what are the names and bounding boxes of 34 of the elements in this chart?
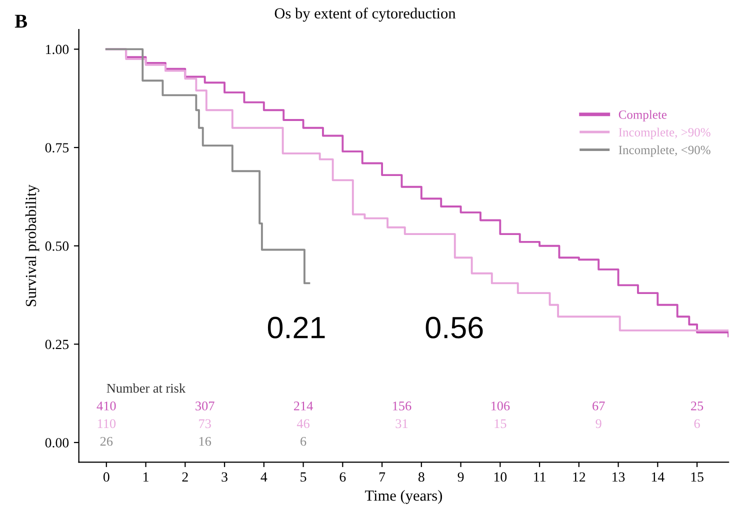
x-tick-label: 8 xyxy=(418,472,424,482)
legend-label: Complete xyxy=(618,110,667,122)
y-tick-label: 0.75 xyxy=(45,143,69,153)
x-tick-label: 0 xyxy=(103,472,110,482)
y-tick-label: 1.00 xyxy=(46,44,69,54)
x-tick-label: 14 xyxy=(652,472,664,482)
x-tick-label: 6 xyxy=(340,472,346,482)
x-tick-label: 15 xyxy=(691,472,704,482)
legend-label: Incomplete, >90% xyxy=(618,128,710,140)
x-tick-label: 2 xyxy=(182,472,188,482)
text: 26 16 6 xyxy=(100,436,306,446)
x-tick-label: 7 xyxy=(379,472,386,482)
x-tick-label: 4 xyxy=(260,472,268,482)
x-tick-label: 12 xyxy=(573,472,586,482)
y-axis-title: Survival probability xyxy=(25,184,40,306)
x-axis-title: Time (years) xyxy=(365,490,442,504)
y-tick-label: 0.25 xyxy=(45,340,69,350)
x-tick-label: 1 xyxy=(144,472,148,482)
text: 110 73 46 31 15 9 6 xyxy=(98,419,700,428)
annotation: Number at risk xyxy=(106,383,186,393)
annotation: 0.21 xyxy=(268,316,325,338)
x-tick-label: 9 xyxy=(458,472,464,482)
chart-title: Os by extent of cytoreduction xyxy=(274,8,456,22)
x-tick-label: 11 xyxy=(534,472,546,482)
legend-label: Incomplete, <90% xyxy=(618,145,710,157)
text: B xyxy=(14,14,28,28)
text: 410 307 214 156 106 67 25 xyxy=(96,402,704,410)
y-tick-label: 0.50 xyxy=(45,241,69,251)
y-tick-label: 0.00 xyxy=(45,438,69,448)
x-tick-label: 13 xyxy=(612,472,625,482)
x-tick-label: 5 xyxy=(300,472,306,482)
annotation: 0.56 xyxy=(426,316,483,338)
x-tick-label: 3 xyxy=(222,472,228,482)
x-tick-label: 10 xyxy=(494,472,507,482)
